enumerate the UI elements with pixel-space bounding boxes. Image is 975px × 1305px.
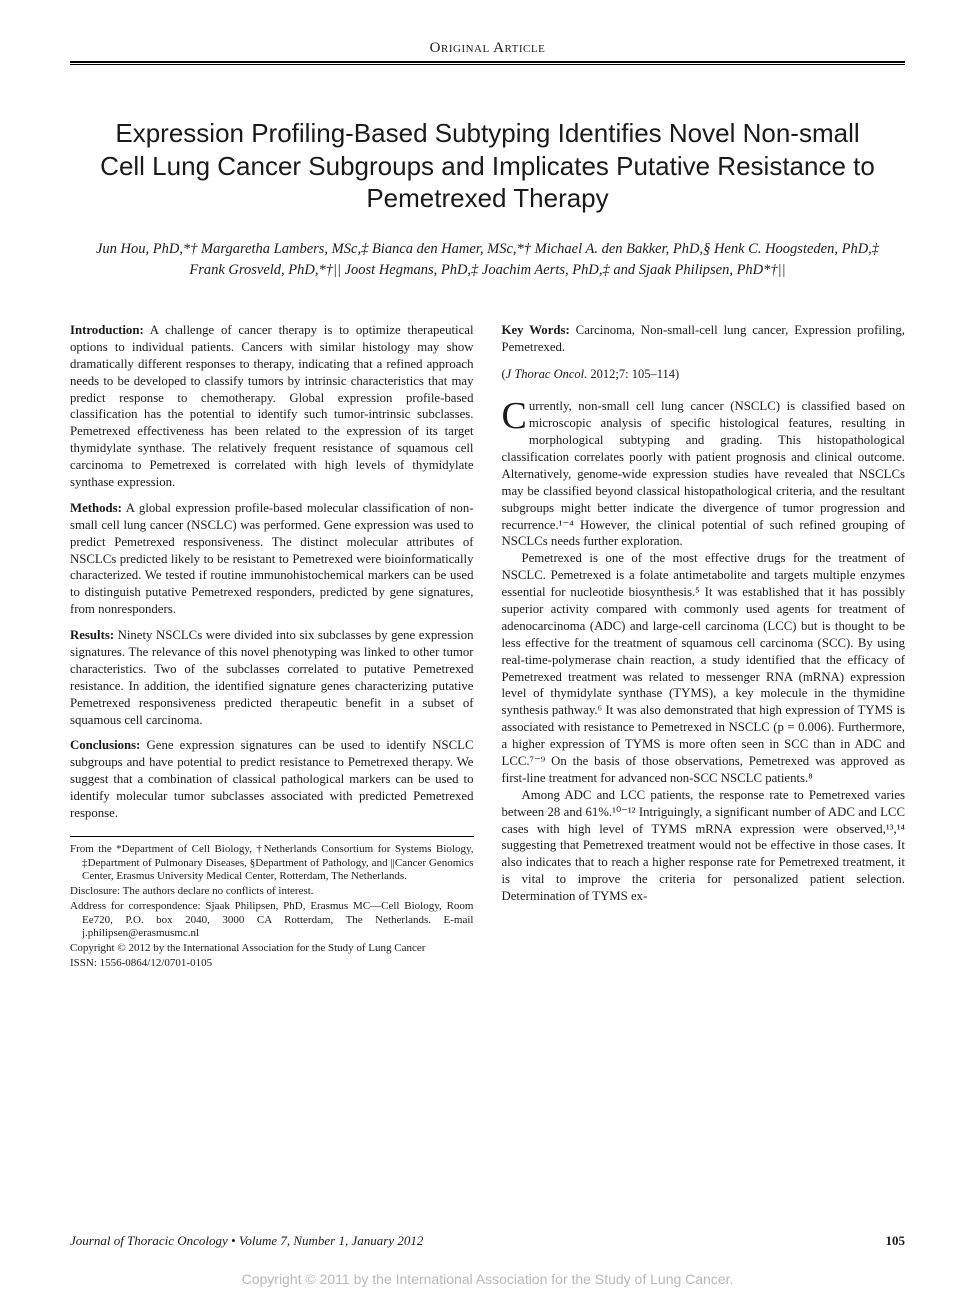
abstract-conclusions: Conclusions: Gene expression signatures … <box>70 737 474 821</box>
header-rule-thin <box>70 64 905 65</box>
footnote-affiliations: From the *Department of Cell Biology, †N… <box>70 843 474 884</box>
citation-line: (J Thorac Oncol. 2012;7: 105–114) <box>502 366 906 383</box>
methods-text: A global expression profile-based molecu… <box>70 501 474 616</box>
header-rule-thick <box>70 61 905 63</box>
left-column: Introduction: A challenge of cancer ther… <box>70 322 474 972</box>
dropcap-letter: C <box>502 398 529 432</box>
footnote-correspondence: Address for correspondence: Sjaak Philip… <box>70 900 474 941</box>
keywords-block: Key Words: Carcinoma, Non-small-cell lun… <box>502 322 906 356</box>
results-label: Results: <box>70 628 114 642</box>
body-p1-text: urrently, non-small cell lung cancer (NS… <box>502 399 906 548</box>
citation-rest: 2012;7: 105–114) <box>587 367 679 381</box>
footnote-rule <box>70 836 474 837</box>
article-title: Expression Profiling-Based Subtyping Ide… <box>90 117 885 215</box>
body-paragraph-3: Among ADC and LCC patients, the response… <box>502 787 906 905</box>
page-footer: Journal of Thoracic Oncology • Volume 7,… <box>70 1233 905 1249</box>
footnotes-block: From the *Department of Cell Biology, †N… <box>70 843 474 971</box>
introduction-text: A challenge of cancer therapy is to opti… <box>70 323 474 489</box>
footer-journal-info: Journal of Thoracic Oncology • Volume 7,… <box>70 1233 423 1249</box>
right-column: Key Words: Carcinoma, Non-small-cell lun… <box>502 322 906 972</box>
footnote-issn: ISSN: 1556-0864/12/0701-0105 <box>70 957 474 971</box>
footnote-copyright: Copyright © 2012 by the International As… <box>70 942 474 956</box>
page-number: 105 <box>886 1233 906 1249</box>
abstract-methods: Methods: A global expression profile-bas… <box>70 500 474 618</box>
journal-name: J Thorac Oncol. <box>506 367 588 381</box>
body-paragraph-2: Pemetrexed is one of the most effective … <box>502 550 906 786</box>
two-column-layout: Introduction: A challenge of cancer ther… <box>70 322 905 972</box>
keywords-label: Key Words: <box>502 323 570 337</box>
methods-label: Methods: <box>70 501 122 515</box>
abstract-introduction: Introduction: A challenge of cancer ther… <box>70 322 474 491</box>
footnote-disclosure: Disclosure: The authors declare no confl… <box>70 885 474 899</box>
abstract-results: Results: Ninety NSCLCs were divided into… <box>70 627 474 728</box>
introduction-label: Introduction: <box>70 323 144 337</box>
conclusions-label: Conclusions: <box>70 738 140 752</box>
bottom-copyright: Copyright © 2011 by the International As… <box>0 1271 975 1287</box>
results-text: Ninety NSCLCs were divided into six subc… <box>70 628 474 726</box>
body-paragraph-1: Currently, non-small cell lung cancer (N… <box>502 398 906 550</box>
author-list: Jun Hou, PhD,*† Margaretha Lambers, MSc,… <box>80 239 895 283</box>
section-label: Original Article <box>70 40 905 57</box>
